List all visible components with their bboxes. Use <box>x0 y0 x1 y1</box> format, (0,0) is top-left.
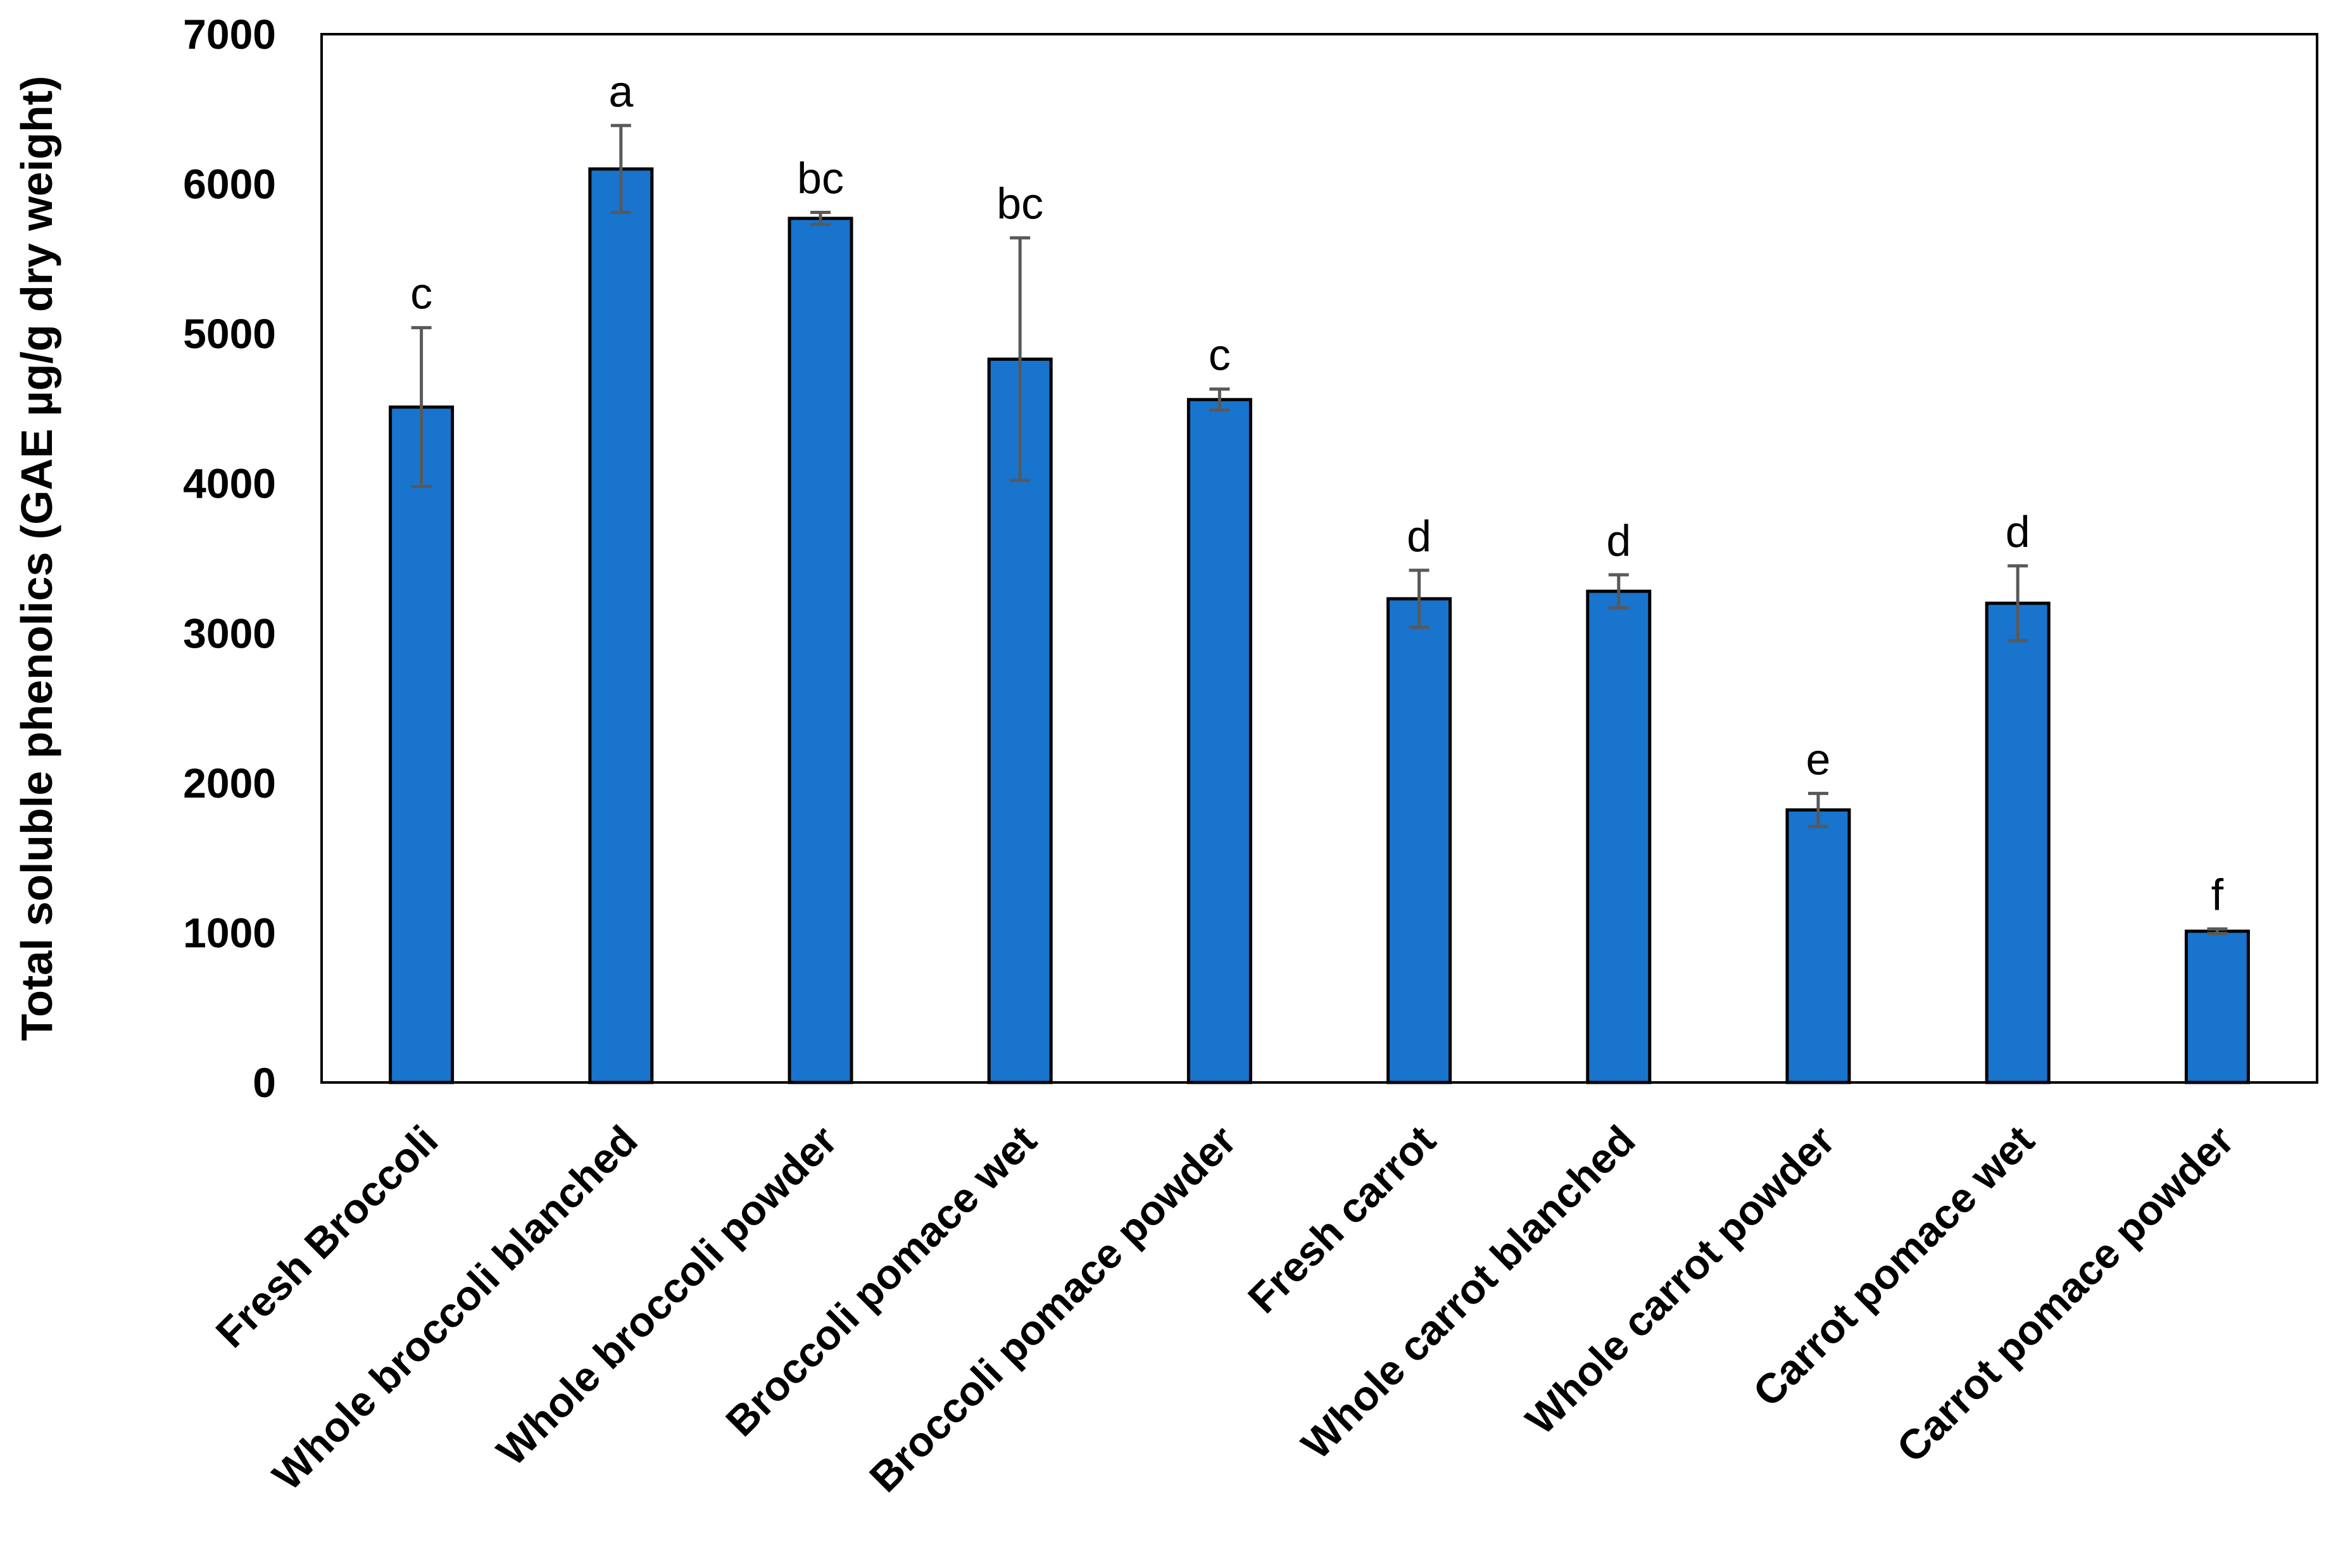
y-axis-title-group: Total soluble phenolics (GAE µg/g dry we… <box>12 76 61 1041</box>
x-tick-label: Whole broccoli blanched <box>263 1117 646 1500</box>
significance-label: d <box>1407 511 1431 561</box>
bar <box>1386 597 1452 1084</box>
x-tick-label: Fresh carrot <box>1239 1117 1445 1322</box>
significance-label: c <box>410 269 432 318</box>
bar <box>1586 589 1652 1084</box>
y-axis-title: Total soluble phenolics (GAE µg/g dry we… <box>12 76 61 1041</box>
significance-label: a <box>608 66 633 116</box>
x-tick-label: Carrot pomace powder <box>1888 1117 2243 1472</box>
y-axis: 0 1000 2000 3000 4000 5000 6000 7000 <box>183 11 276 1106</box>
significance-label: c <box>1209 330 1231 380</box>
y-tick-label: 5000 <box>183 310 276 357</box>
y-tick-label: 6000 <box>183 161 276 208</box>
significance-label: e <box>1806 734 1831 784</box>
significance-label: f <box>2211 870 2224 920</box>
x-tick-label: Broccoli pomace powder <box>860 1117 1245 1501</box>
x-tick-label: Whole carrot blanched <box>1292 1117 1643 1468</box>
bar <box>1186 398 1252 1084</box>
y-tick-label: 3000 <box>183 610 276 656</box>
bar <box>389 405 455 1084</box>
y-tick-label: 7000 <box>183 11 276 58</box>
bar <box>2184 929 2250 1084</box>
bar <box>588 167 654 1084</box>
significance-label: d <box>1606 516 1631 565</box>
significance-label: d <box>2006 507 2030 556</box>
significance-label: bc <box>996 179 1043 229</box>
bar <box>1985 601 2051 1084</box>
x-tick-label: Whole broccoli powder <box>487 1117 846 1475</box>
plot-frame <box>320 33 2318 1084</box>
y-tick-label: 2000 <box>183 760 276 806</box>
significance-label: bc <box>797 154 844 203</box>
y-tick-label: 0 <box>253 1059 276 1106</box>
plot-area: c a bc bc c d d e d f <box>389 66 2250 1084</box>
bar <box>1785 808 1851 1084</box>
bar <box>788 216 853 1084</box>
y-tick-label: 1000 <box>183 909 276 956</box>
y-tick-label: 4000 <box>183 460 276 507</box>
